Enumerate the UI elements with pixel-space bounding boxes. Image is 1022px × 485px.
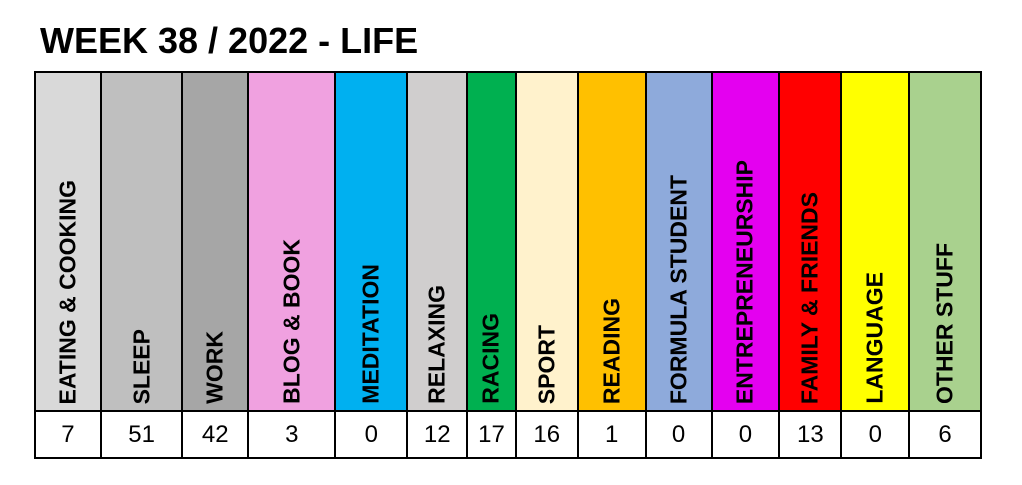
category-column: MEDITATION 0 [336, 73, 409, 457]
category-color-swatch: READING [578, 73, 645, 412]
category-label: BLOG & BOOK [278, 239, 305, 404]
category-label: SLEEP [128, 328, 155, 404]
category-label: OTHER STUFF [931, 243, 958, 404]
category-color-swatch: FORMULA STUDENT [646, 73, 711, 412]
category-color-swatch: FAMILY & FRIENDS [780, 73, 841, 412]
category-value: 6 [910, 412, 980, 457]
category-column: FAMILY & FRIENDS 13 [780, 73, 843, 457]
category-value: 0 [336, 412, 407, 457]
category-column: FORMULA STUDENT 0 [646, 73, 713, 457]
category-value: 0 [646, 412, 711, 457]
category-color-swatch: OTHER STUFF [910, 73, 980, 412]
category-color-swatch: MEDITATION [336, 73, 407, 412]
category-column: RACING 17 [468, 73, 517, 457]
category-label: WORK [201, 331, 228, 404]
category-value: 1 [578, 412, 645, 457]
category-value: 13 [780, 412, 841, 457]
category-label: SPORT [533, 324, 560, 404]
category-color-swatch: EATING & COOKING [36, 73, 100, 412]
category-label: FORMULA STUDENT [665, 174, 692, 404]
category-label: LANGUAGE [861, 272, 888, 404]
category-label: EATING & COOKING [54, 179, 81, 404]
category-value: 0 [712, 412, 779, 457]
category-label: FAMILY & FRIENDS [796, 191, 823, 404]
category-column: ENTREPRENEURSHIP 0 [712, 73, 781, 457]
category-column: LANGUAGE 0 [842, 73, 911, 457]
category-color-swatch: LANGUAGE [842, 73, 909, 412]
category-label: READING [598, 297, 625, 404]
category-color-swatch: BLOG & BOOK [249, 73, 335, 412]
category-column: BLOG & BOOK 3 [249, 73, 337, 457]
category-color-swatch: RACING [468, 73, 515, 412]
category-value: 3 [249, 412, 335, 457]
category-column: RELAXING 12 [408, 73, 469, 457]
category-value: 16 [516, 412, 577, 457]
category-value: 42 [183, 412, 248, 457]
category-label: ENTREPRENEURSHIP [731, 159, 758, 404]
category-value: 12 [408, 412, 467, 457]
category-column: SLEEP 51 [101, 73, 184, 457]
category-label: MEDITATION [357, 264, 384, 404]
category-column: READING 1 [578, 73, 647, 457]
category-column: SPORT 16 [516, 73, 579, 457]
category-column: EATING & COOKING 7 [36, 73, 102, 457]
category-label: RACING [477, 313, 504, 404]
category-value: 51 [101, 412, 182, 457]
category-value: 0 [842, 412, 909, 457]
category-value: 7 [36, 412, 100, 457]
category-column: OTHER STUFF 6 [910, 73, 980, 457]
category-color-swatch: SLEEP [101, 73, 182, 412]
chart-title: WEEK 38 / 2022 - LIFE [40, 20, 419, 61]
category-column: WORK 42 [183, 73, 250, 457]
category-color-swatch: ENTREPRENEURSHIP [712, 73, 779, 412]
category-value: 17 [468, 412, 515, 457]
weekly-hours-table: EATING & COOKING 7 SLEEP 51 WORK 42 BLOG & BOO… [34, 71, 982, 459]
category-color-swatch: SPORT [516, 73, 577, 412]
category-color-swatch: RELAXING [408, 73, 467, 412]
category-label: RELAXING [423, 285, 450, 404]
category-color-swatch: WORK [183, 73, 248, 412]
